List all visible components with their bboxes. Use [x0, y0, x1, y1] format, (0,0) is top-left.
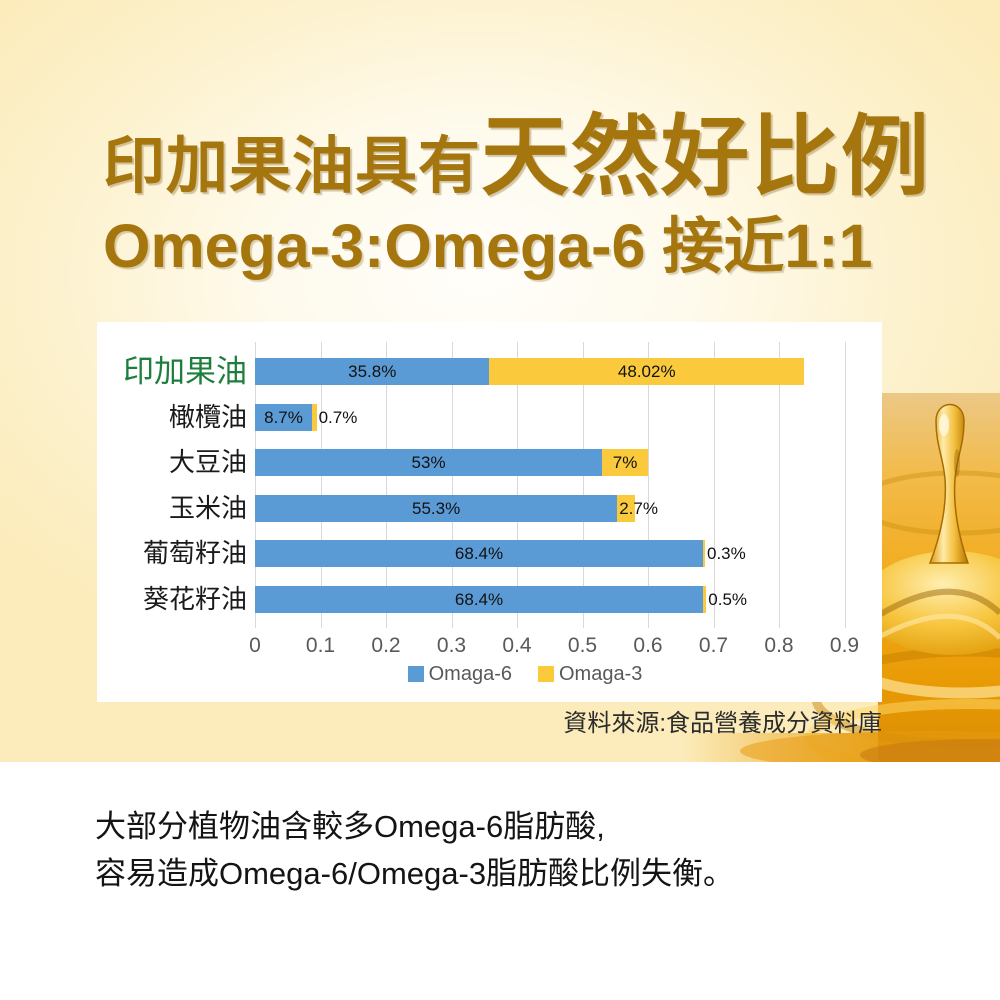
- omega6-value-label: 53%: [411, 453, 446, 472]
- category-label-1: 印加果油: [123, 354, 247, 389]
- legend-item-omaga-6: Omaga-6: [407, 662, 512, 686]
- legend-swatch-omega3: [538, 666, 554, 682]
- x-axis-tick-label: 0.1: [305, 634, 336, 657]
- omega3-bar-segment: 48.02%: [489, 358, 804, 385]
- x-axis-tick-label: 0.8: [764, 634, 794, 657]
- page-title-regular: 印加果油具有: [103, 132, 482, 201]
- x-axis-tick-label: 0.9: [829, 634, 860, 657]
- category-label-5: 葡萄籽油: [142, 538, 247, 568]
- body-text: 大部分植物油含較多Omega-6脂肪酸, 容易造成Omega-6/Omega-3…: [95, 803, 734, 897]
- oil-droplet-image: [620, 393, 1000, 777]
- legend-label: Omaga-3: [559, 662, 643, 685]
- page-subtitle: Omega-3:Omega-6 接近1:1: [103, 212, 873, 280]
- omega3-bar-segment: [311, 403, 317, 431]
- omega3-bar-segment: 7%: [602, 449, 648, 476]
- bar-row: 68.4% 0.3%: [255, 540, 877, 567]
- gridline: [713, 342, 715, 628]
- omega6-value-label: 55.3%: [412, 498, 461, 518]
- omega6-bar-segment: 68.4%: [255, 585, 704, 613]
- omega3-value-label: 0.7%: [318, 407, 358, 427]
- bar-row: 68.4% 0.5%: [255, 585, 877, 613]
- gridline: [844, 342, 846, 628]
- gridline: [517, 342, 518, 628]
- gridline: [779, 342, 780, 628]
- gridline: [451, 342, 453, 628]
- body-text-line2: 容易造成Omega-6/Omega-3脂肪酸比例失衡。: [95, 856, 735, 891]
- bar-row: 55.3% 2.7%: [255, 494, 877, 522]
- legend-item-omaga-3: Omaga-3: [538, 663, 642, 686]
- omega6-value-label: 35.8%: [348, 362, 397, 381]
- x-axis-tick-label: 0.7: [698, 634, 729, 657]
- omega3-value-label: 7%: [612, 453, 638, 472]
- category-label-3: 大豆油: [168, 447, 247, 477]
- x-axis-tick-label: 0.2: [371, 634, 401, 657]
- chart-panel: 印加果油橄欖油大豆油玉米油葡萄籽油葵花籽油 35.8% 48.02% 8.7% 0.7…: [97, 322, 882, 702]
- omega6-bar-segment: 55.3%: [255, 494, 618, 522]
- page-title-emphasis: 天然好比例: [481, 107, 932, 206]
- x-axis-tick-label: 0.4: [502, 634, 532, 657]
- chart-legend: Omaga-6 Omaga-3: [255, 663, 795, 685]
- bar-row: 35.8% 48.02%: [255, 358, 877, 385]
- x-axis-tick-label: 0.5: [567, 634, 598, 657]
- omega3-bar-segment: [703, 540, 705, 567]
- category-label-2: 橄欖油: [168, 401, 247, 432]
- bar-row: 8.7% 0.7%: [255, 403, 877, 431]
- legend-swatch-omega6: [407, 666, 424, 682]
- omega6-value-label: 8.7%: [264, 407, 303, 427]
- gridline: [582, 342, 584, 628]
- source-note: 資料來源:食品營養成分資料庫: [563, 710, 882, 737]
- omega6-bar-segment: 8.7%: [255, 403, 312, 431]
- category-label-6: 葵花籽油: [142, 583, 247, 614]
- omega6-value-label: 68.4%: [454, 589, 504, 609]
- body-text-line1: 大部分植物油含較多Omega-6脂肪酸,: [95, 809, 605, 844]
- x-axis-tick-label: 0.3: [436, 634, 467, 657]
- omega3-value-label: 2.7%: [619, 498, 658, 518]
- omega3-bar-segment: [703, 585, 707, 613]
- page-title: 印加果油具有天然好比例: [103, 86, 931, 213]
- omega3-bar-segment: [617, 494, 635, 522]
- gridline: [386, 342, 387, 628]
- omega3-value-label: 0.3%: [706, 544, 746, 563]
- omega6-bar-segment: 35.8%: [255, 358, 490, 385]
- omega3-value-label: 0.5%: [708, 589, 748, 609]
- omega6-bar-segment: 68.4%: [255, 540, 704, 567]
- omega6-bar-segment: 53%: [255, 449, 603, 476]
- bar-row: 53% 7%: [255, 449, 877, 476]
- gridline: [648, 342, 649, 628]
- gridline: [255, 342, 256, 628]
- oil-droplet-illustration: [680, 393, 1000, 777]
- omega6-value-label: 68.4%: [454, 544, 504, 563]
- x-axis-tick-label: 0: [249, 634, 261, 657]
- omega3-value-label: 48.02%: [617, 362, 676, 381]
- gridline: [320, 342, 322, 628]
- x-axis-tick-label: 0.6: [633, 634, 663, 657]
- legend-label: Omaga-6: [428, 662, 512, 685]
- category-label-4: 玉米油: [168, 492, 247, 523]
